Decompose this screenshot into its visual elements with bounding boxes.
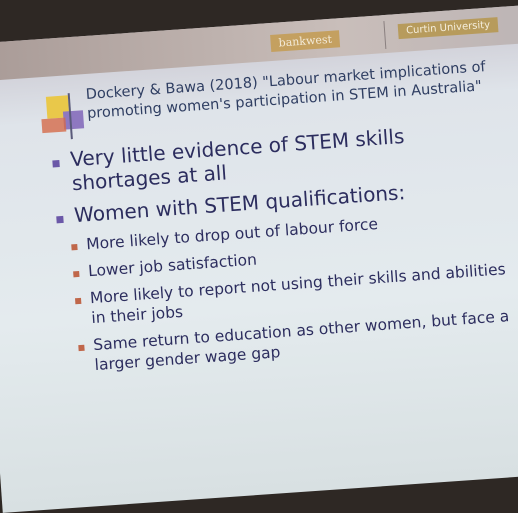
logo: Curtin University [398,17,499,39]
decoration [41,118,66,134]
slide: bankwest Curtin University Dockery & Baw… [0,1,518,513]
decoration [63,110,84,129]
bullet-list: Very little evidence of STEM skills shor… [49,116,518,377]
page: bankwest Curtin University Dockery & Baw… [0,0,518,419]
logo: bankwest [270,30,340,52]
separator [383,21,386,49]
